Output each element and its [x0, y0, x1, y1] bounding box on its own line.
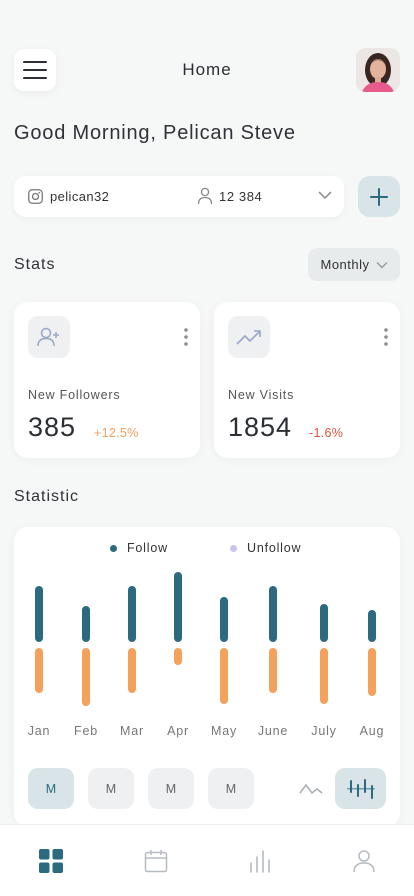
plus-icon: [370, 187, 388, 206]
bar-unfollow-apr: [174, 648, 182, 665]
bar-unfollow-may: [220, 648, 228, 704]
line-view-toggle[interactable]: [296, 774, 326, 804]
x-tick-label: July: [311, 724, 336, 738]
card-value: 1854: [228, 412, 293, 442]
tab-dashboard[interactable]: [37, 847, 65, 875]
x-tick-label: Feb: [74, 724, 98, 738]
instagram-icon: [28, 189, 43, 204]
bar-unfollow-feb: [82, 648, 90, 706]
account-selector[interactable]: pelican32 12 384: [14, 176, 344, 217]
menu-button[interactable]: [14, 49, 56, 91]
legend-unfollow: Unfollow: [230, 541, 301, 555]
chevron-down-icon: [376, 261, 388, 268]
range-button-4[interactable]: M: [208, 768, 254, 809]
stats-title: Stats: [14, 256, 56, 273]
bottom-tab-bar: [0, 824, 414, 896]
bar-follow-july: [320, 604, 328, 642]
more-options-icon[interactable]: [184, 328, 188, 346]
range-button-3[interactable]: M: [148, 768, 194, 809]
card-change: +12.5%: [94, 426, 139, 440]
x-tick-label: Apr: [167, 724, 189, 738]
trending-up-icon: [236, 330, 261, 345]
card-change: -1.6%: [309, 426, 344, 440]
follower-count: 12 384: [219, 189, 263, 204]
statistic-title: Statistic: [14, 488, 80, 505]
tab-profile[interactable]: [350, 847, 378, 875]
bar-unfollow-mar: [128, 648, 136, 693]
account-handle: pelican32: [50, 189, 110, 204]
x-tick-label: Mar: [120, 724, 144, 738]
legend-follow-dot: [110, 544, 117, 552]
x-tick-label: Jan: [28, 724, 51, 738]
more-options-icon[interactable]: [384, 328, 388, 346]
bar-follow-aug: [368, 610, 376, 642]
bar-follow-apr: [174, 572, 182, 642]
legend-follow-label: Follow: [127, 541, 168, 555]
person-icon: [197, 187, 213, 205]
tab-calendar[interactable]: [142, 847, 170, 875]
period-dropdown[interactable]: Monthly: [308, 248, 400, 281]
bar-unfollow-june: [269, 648, 277, 693]
new-visits-card[interactable]: New Visits 1854 -1.6%: [214, 302, 400, 458]
tab-analytics[interactable]: [246, 847, 274, 875]
add-user-icon-tile: [28, 316, 70, 358]
trend-icon-tile: [228, 316, 270, 358]
period-label: Monthly: [320, 257, 370, 272]
bar-follow-june: [269, 586, 277, 642]
card-value: 385: [28, 412, 77, 442]
card-label: New Visits: [228, 388, 295, 402]
bar-follow-mar: [128, 586, 136, 642]
bar-follow-feb: [82, 606, 90, 642]
greeting: Good Morning, Pelican Steve: [14, 122, 296, 144]
x-tick-label: Aug: [360, 724, 385, 738]
bar-graph-icon: [250, 850, 270, 873]
bar-view-toggle[interactable]: [335, 768, 386, 809]
add-account-button[interactable]: [358, 176, 400, 217]
statistic-card: Follow Unfollow Jan Feb Mar Apr May June July A…: [14, 527, 400, 827]
chevron-down-icon: [318, 191, 332, 200]
avatar[interactable]: [356, 48, 400, 92]
bar-unfollow-jan: [35, 648, 43, 693]
calendar-icon: [144, 850, 168, 873]
add-user-icon: [37, 327, 59, 347]
x-tick-label: May: [211, 724, 237, 738]
user-avatar-icon: [356, 48, 400, 92]
page-title: Home: [182, 60, 232, 79]
bar-unfollow-aug: [368, 648, 376, 696]
bar-follow-jan: [35, 586, 43, 642]
legend-follow: Follow: [110, 541, 168, 555]
legend-unfollow-label: Unfollow: [247, 541, 302, 555]
legend-unfollow-dot: [230, 544, 237, 552]
card-label: New Followers: [28, 388, 121, 402]
line-chart-icon: [299, 784, 323, 794]
dashboard-grid-icon: [39, 849, 63, 873]
new-followers-card[interactable]: New Followers 385 +12.5%: [14, 302, 200, 458]
range-button-2[interactable]: M: [88, 768, 134, 809]
follow-chart: Jan Feb Mar Apr May June July Aug: [28, 572, 385, 738]
profile-icon: [353, 850, 375, 873]
bar-chart-icon: [346, 778, 375, 799]
bar-follow-may: [220, 597, 228, 642]
range-button-1[interactable]: M: [28, 768, 74, 809]
x-tick-label: June: [258, 724, 288, 738]
hamburger-menu-icon: [23, 61, 47, 79]
bar-unfollow-july: [320, 648, 328, 704]
